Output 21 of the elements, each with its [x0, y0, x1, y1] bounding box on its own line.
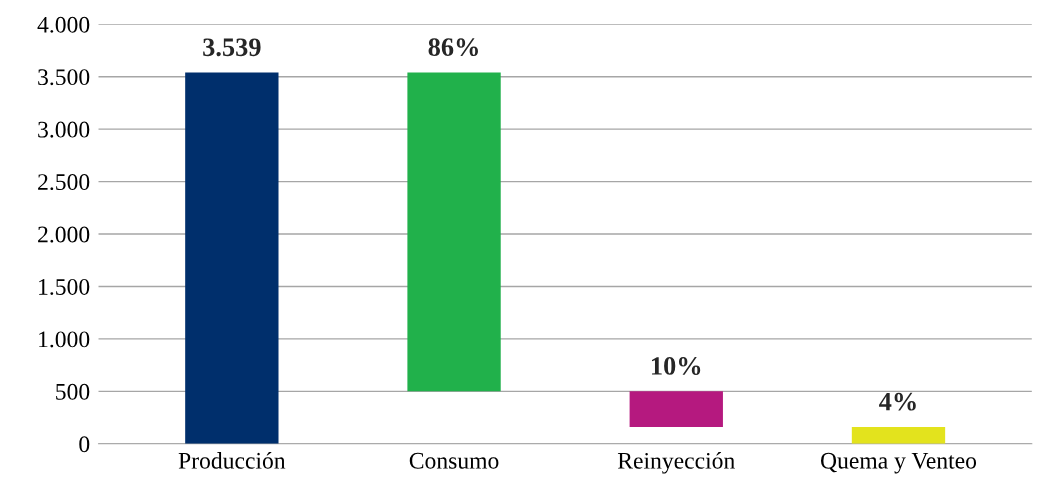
y-tick-label: 4.000 [37, 16, 90, 33]
bar [407, 72, 501, 392]
y-tick-label: 3.500 [38, 69, 90, 86]
bar [629, 391, 723, 427]
x-tick-label: Producción [178, 452, 286, 469]
bar [851, 426, 946, 444]
y-tick-label: 1.500 [39, 278, 90, 295]
y-tick-label: 2.500 [38, 174, 90, 191]
x-tick-label: Consumo [409, 452, 499, 469]
annotation: 86% [428, 38, 478, 57]
y-tick-label: 500 [56, 383, 90, 400]
data-label: 3.539 [203, 38, 261, 57]
annotation: 4% [879, 392, 916, 411]
y-tick-label: 0 [79, 436, 90, 453]
x-tick-label: Quema y Venteo [820, 452, 977, 474]
bar [185, 72, 279, 444]
annotation: 10% [652, 357, 701, 375]
y-tick-label: 1.000 [39, 331, 90, 348]
x-tick-label: Reinyección [617, 452, 735, 474]
y-tick-label: 3.000 [38, 121, 90, 138]
y-tick-label: 2.000 [38, 226, 90, 243]
